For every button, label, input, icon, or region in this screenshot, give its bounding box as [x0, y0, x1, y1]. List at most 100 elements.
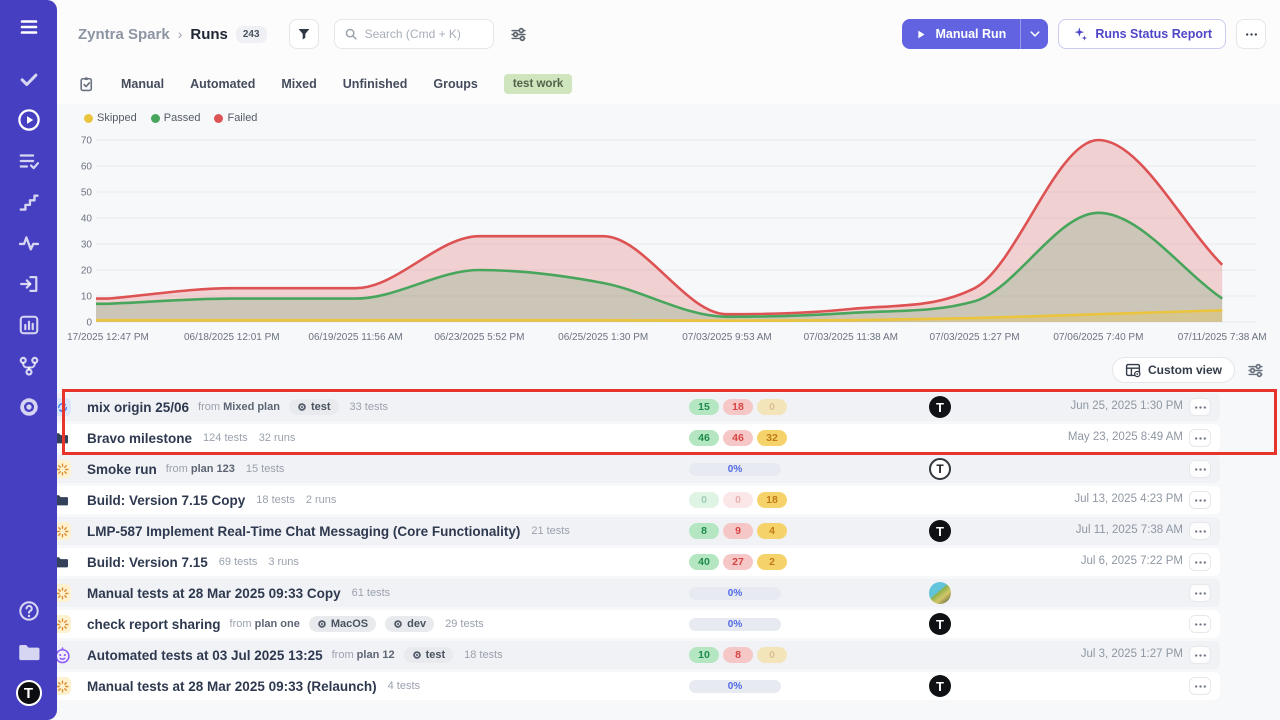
legend-passed[interactable]: Passed [150, 112, 200, 124]
run-row[interactable]: Manual tests at 28 Mar 2025 09:33 Copy 61… [5, 579, 1220, 607]
tab-manual[interactable]: Manual [121, 77, 165, 91]
run-date: Jul 13, 2025 4:23 PM [1074, 493, 1183, 505]
run-meta: 4 tests [387, 680, 421, 692]
custom-view-label: Custom view [1147, 363, 1222, 377]
page-title: Runs [190, 25, 228, 43]
clipboard-check-icon[interactable] [78, 76, 95, 93]
search-box[interactable] [333, 19, 494, 49]
row-more-button[interactable] [1189, 615, 1211, 633]
run-date: May 23, 2025 8:49 AM [1067, 431, 1183, 443]
search-settings-icon[interactable] [510, 26, 527, 43]
runs-status-report-button[interactable]: Runs Status Report [1058, 19, 1226, 49]
breadcrumb-separator: › [177, 26, 183, 42]
passed-count: 46 [689, 430, 719, 446]
run-date: Jun 25, 2025 1:30 PM [1070, 400, 1183, 412]
avatar: T [929, 458, 951, 480]
manual-run-caret[interactable] [1021, 19, 1048, 49]
avatar: T [929, 520, 951, 542]
run-meta: 124 tests [203, 432, 248, 444]
run-title[interactable]: Build: Version 7.15 [87, 554, 208, 570]
custom-view-button[interactable]: Custom view [1111, 357, 1235, 383]
manual-run-button[interactable]: Manual Run [902, 19, 1049, 49]
legend-dot [150, 113, 160, 123]
tab-unfinished[interactable]: Unfinished [342, 77, 408, 91]
run-title[interactable]: LMP-587 Implement Real-Time Chat Messagi… [87, 523, 521, 539]
run-row[interactable]: Build: Version 7.15 69 tests 3 runs 40 27 2 Ju… [5, 548, 1220, 576]
row-more-button[interactable] [1189, 460, 1211, 478]
failed-count: 18 [723, 399, 753, 415]
row-more-button[interactable] [1189, 429, 1211, 447]
run-title[interactable]: Manual tests at 28 Mar 2025 09:33 Copy [87, 585, 341, 601]
account-avatar[interactable]: T [15, 680, 42, 706]
run-row[interactable]: Manual tests at 28 Mar 2025 09:33 (Relau… [5, 672, 1220, 700]
sidebar-item-runs[interactable] [16, 107, 42, 133]
run-title[interactable]: Build: Version 7.15 Copy [87, 492, 246, 508]
sidebar-item-results[interactable] [16, 66, 42, 92]
svg-text:07/03/2025 1:27 PM: 07/03/2025 1:27 PM [930, 332, 1020, 343]
run-row[interactable]: mix origin 25/06 from Mixed plan test 33 te… [5, 393, 1220, 421]
gear-icon [18, 396, 40, 418]
sidebar-item-branches[interactable] [16, 353, 42, 379]
view-toolbar: Custom view [57, 356, 1280, 384]
run-title[interactable]: Smoke run [87, 461, 157, 477]
bar-chart-icon [18, 314, 40, 336]
run-row[interactable]: LMP-587 Implement Real-Time Chat Messagi… [5, 517, 1220, 545]
tab-automated[interactable]: Automated [190, 77, 256, 91]
sidebar-item-reports[interactable] [16, 312, 42, 338]
progress-bar: 0% [689, 617, 781, 631]
sparkles-icon [1072, 26, 1088, 42]
run-title[interactable]: Manual tests at 28 Mar 2025 09:33 (Relau… [87, 678, 377, 694]
run-row[interactable]: Bravo milestone 124 tests 32 runs 46 46 32 May… [5, 424, 1220, 452]
sidebar-item-milestones[interactable] [16, 189, 42, 215]
tab-mixed[interactable]: Mixed [281, 77, 317, 91]
result-counts: 0 0 18 [689, 492, 787, 508]
row-more-button[interactable] [1189, 677, 1211, 695]
row-more-button[interactable] [1189, 522, 1211, 540]
legend-failed[interactable]: Failed [214, 112, 257, 124]
breadcrumb-project[interactable]: Zyntra Spark [78, 25, 170, 43]
search-input[interactable] [364, 27, 480, 41]
run-meta: 29 tests [445, 618, 484, 630]
run-date: Jul 6, 2025 7:22 PM [1080, 555, 1183, 567]
menu-icon[interactable] [18, 18, 40, 36]
result-counts: 46 46 32 [689, 430, 787, 446]
run-row[interactable]: Automated tests at 03 Jul 2025 13:25 from… [5, 641, 1220, 669]
run-title[interactable]: check report sharing [87, 616, 221, 632]
sidebar-item-settings[interactable] [16, 394, 42, 420]
active-filter-chip[interactable]: test work [503, 74, 573, 94]
svg-text:07/11/2025 7:38 AM: 07/11/2025 7:38 AM [1178, 332, 1267, 343]
sidebar-item-analytics[interactable] [16, 230, 42, 256]
sidebar-item-imports[interactable] [16, 271, 42, 297]
sidebar-item-help[interactable] [16, 598, 42, 624]
header-more-button[interactable] [1236, 19, 1266, 49]
dots-icon [1244, 27, 1259, 42]
run-row[interactable]: Build: Version 7.15 Copy 18 tests 2 runs 0 0… [5, 486, 1220, 514]
passed-count: 10 [689, 647, 719, 663]
avatar [929, 582, 951, 604]
manual-run-label: Manual Run [935, 27, 1007, 41]
row-more-button[interactable] [1189, 553, 1211, 571]
row-more-button[interactable] [1189, 398, 1211, 416]
failed-count: 9 [723, 523, 753, 539]
run-meta: 18 tests [464, 649, 503, 661]
sidebar-item-projects[interactable] [16, 639, 42, 665]
run-title[interactable]: Bravo milestone [87, 430, 193, 446]
run-title[interactable]: mix origin 25/06 [87, 399, 190, 415]
tab-groups[interactable]: Groups [433, 77, 478, 91]
run-row[interactable]: check report sharing from plan one MacOS de… [5, 610, 1220, 638]
row-more-button[interactable] [1189, 491, 1211, 509]
run-row[interactable]: Smoke run from plan 123 15 tests 0% T [5, 455, 1220, 483]
env-badge: test [403, 647, 454, 663]
legend-skipped[interactable]: Skipped [84, 112, 137, 124]
sidebar-item-test-plans[interactable] [16, 148, 42, 174]
row-more-button[interactable] [1189, 646, 1211, 664]
run-title[interactable]: Automated tests at 03 Jul 2025 13:25 [87, 647, 323, 663]
view-settings-icon[interactable] [1247, 362, 1264, 379]
run-meta: 33 tests [349, 401, 389, 413]
row-more-button[interactable] [1189, 584, 1211, 602]
filter-button[interactable] [288, 19, 319, 49]
area-chart: 0 10 20 30 40 50 60 70 17/2025 12:47 PM 06/18/202… [67, 136, 1267, 344]
result-counts: 40 27 2 [689, 554, 787, 570]
avatar: T [929, 675, 951, 697]
legend-dot [84, 113, 93, 123]
